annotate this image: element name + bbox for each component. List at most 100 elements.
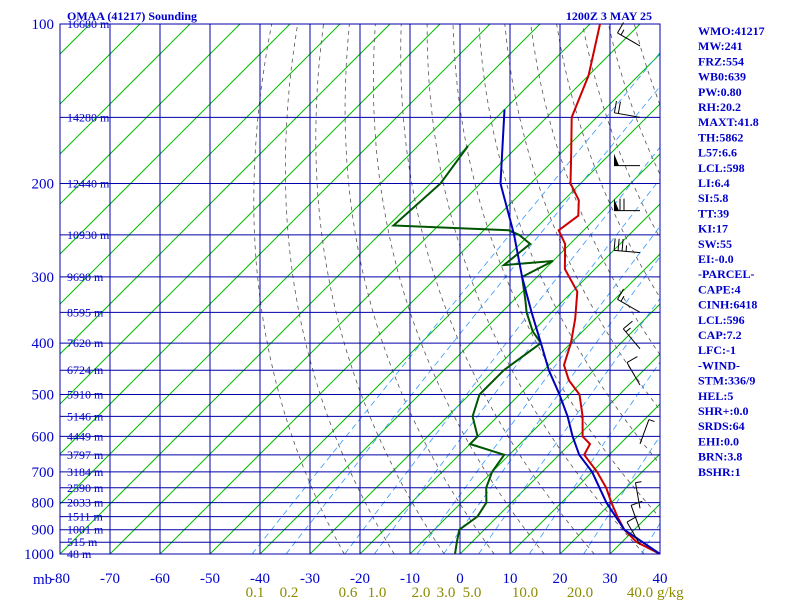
height-label: 48 m [67,547,92,561]
temperature-tick-label: 10 [503,571,518,587]
height-label: 4449 m [67,429,104,443]
isotherm-line [60,24,241,205]
wind-barb [614,198,640,212]
pressure-tick-label: 100 [32,17,55,33]
mixing-ratio-line [344,146,660,554]
isotherm-line [60,24,291,255]
wind-barb-flag [626,515,638,523]
height-label: 5146 m [67,409,104,423]
height-label: 12440 m [67,177,110,191]
height-label: 1511 m [67,510,104,524]
mixing-ratio-tick-label: 2.0 [412,585,431,600]
mixing-ratio-line [285,85,660,554]
wind-barb-flag [617,22,624,34]
dry-adiabat-line [790,24,800,554]
wind-barb-staff [639,419,650,445]
isotherm-line [359,253,660,554]
wind-barb [613,100,641,118]
grid-lines [59,23,661,555]
stat-line: CAP:7.2 [698,328,742,342]
stat-line: L57:6.6 [698,146,737,160]
pressure-tick-label: 200 [32,177,55,193]
mixing-ratio-tick-label: 0.1 [246,585,265,600]
wind-barb-staff [634,482,641,509]
dry-adiabat-line [582,24,660,239]
stat-line: MW:241 [698,39,743,53]
wind-barb [626,515,641,545]
temperature-tick-label: -70 [100,571,120,587]
stat-line: WMO:41217 [698,24,765,38]
wind-barb-flag [622,320,633,330]
mixing-ratio-tick-label: 0.6 [339,585,358,600]
stat-line: RH:20.2 [698,100,741,114]
stat-line: WB0:639 [698,70,746,84]
height-label: 8595 m [67,305,104,319]
stat-line: CAPE:4 [698,282,741,296]
wind-barb [622,320,641,350]
mixing-ratio-unit-label: g/kg [657,585,684,600]
stat-line: SRDS:64 [698,419,745,433]
isotherm-line [409,303,660,554]
isotherm-lines [60,24,660,554]
pressure-tick-label: 600 [32,429,55,445]
height-label: 3184 m [67,465,104,479]
isotherm-line [159,53,660,554]
isotherm-line [60,24,491,455]
stat-line: TT:39 [698,206,729,220]
wind-barb-flag [630,500,643,506]
temperature-tick-label: 40 [653,571,668,587]
height-labels: 16680 m 14280 m 12440 m 10930 m 9690 m 8595 m… [67,17,110,561]
pressure-tick-label: 300 [32,270,55,286]
pressure-tick-label: 700 [32,465,55,481]
wind-barb [613,238,641,254]
sounding-profiles [390,24,660,554]
mixing-ratio-line [528,361,660,554]
stat-line: HEL:5 [698,389,733,403]
temperature-tick-label: 0 [456,571,464,587]
height-label: 9690 m [67,270,104,284]
dewpoint-profile-line [390,145,554,554]
stat-line: EI:-0.0 [698,252,734,266]
stat-line: TH:5862 [698,130,743,144]
dry-adiabat-line [344,24,495,554]
wind-barb [626,356,641,386]
isotherm-line [60,24,441,405]
temperature-tick-label: -60 [150,571,170,587]
stat-line: LCL:598 [698,161,745,175]
mixing-ratio-tick-label: 3.0 [437,585,456,600]
temperature-tick-label: -80 [50,571,70,587]
wind-barb-staff [614,249,641,254]
wind-barb-staff [617,298,641,313]
plot-frame [59,23,661,555]
stat-line: FRZ:554 [698,54,744,68]
pressure-unit-label: mb [33,572,52,588]
wind-barb-half-flag [625,245,628,252]
pressure-tick-label: 400 [32,336,55,352]
wind-barb [614,153,640,167]
isotherm-line [60,24,391,355]
time-label: 1200Z 3 MAY 25 [566,9,652,23]
height-label: 5910 m [67,387,104,401]
chart-title: OMAA (41217) Sounding [67,9,197,23]
isotherm-line [509,403,660,554]
temperature-profile-line [557,24,660,554]
temperature-tick-label: 20 [553,571,568,587]
wind-barb [617,22,641,47]
dry-adiabat-line [738,24,800,554]
wind-barb-flag [617,238,620,251]
stat-line: KI:17 [698,222,728,236]
pressure-tick-label: 900 [32,523,55,539]
height-label: 3797 m [67,448,104,462]
isotherm-line [60,24,591,554]
pressure-tick-label: 1000 [24,547,54,563]
wind-barb-half-flag [625,327,631,333]
isotherm-line [459,353,660,554]
stat-line: LI:6.4 [698,176,730,190]
wind-barbs [613,22,655,545]
stat-line: -WIND- [698,358,740,372]
temperature-tick-label: -10 [400,571,420,587]
wind-barb-half-flag [620,295,625,302]
stat-line: PW:0.80 [698,85,742,99]
